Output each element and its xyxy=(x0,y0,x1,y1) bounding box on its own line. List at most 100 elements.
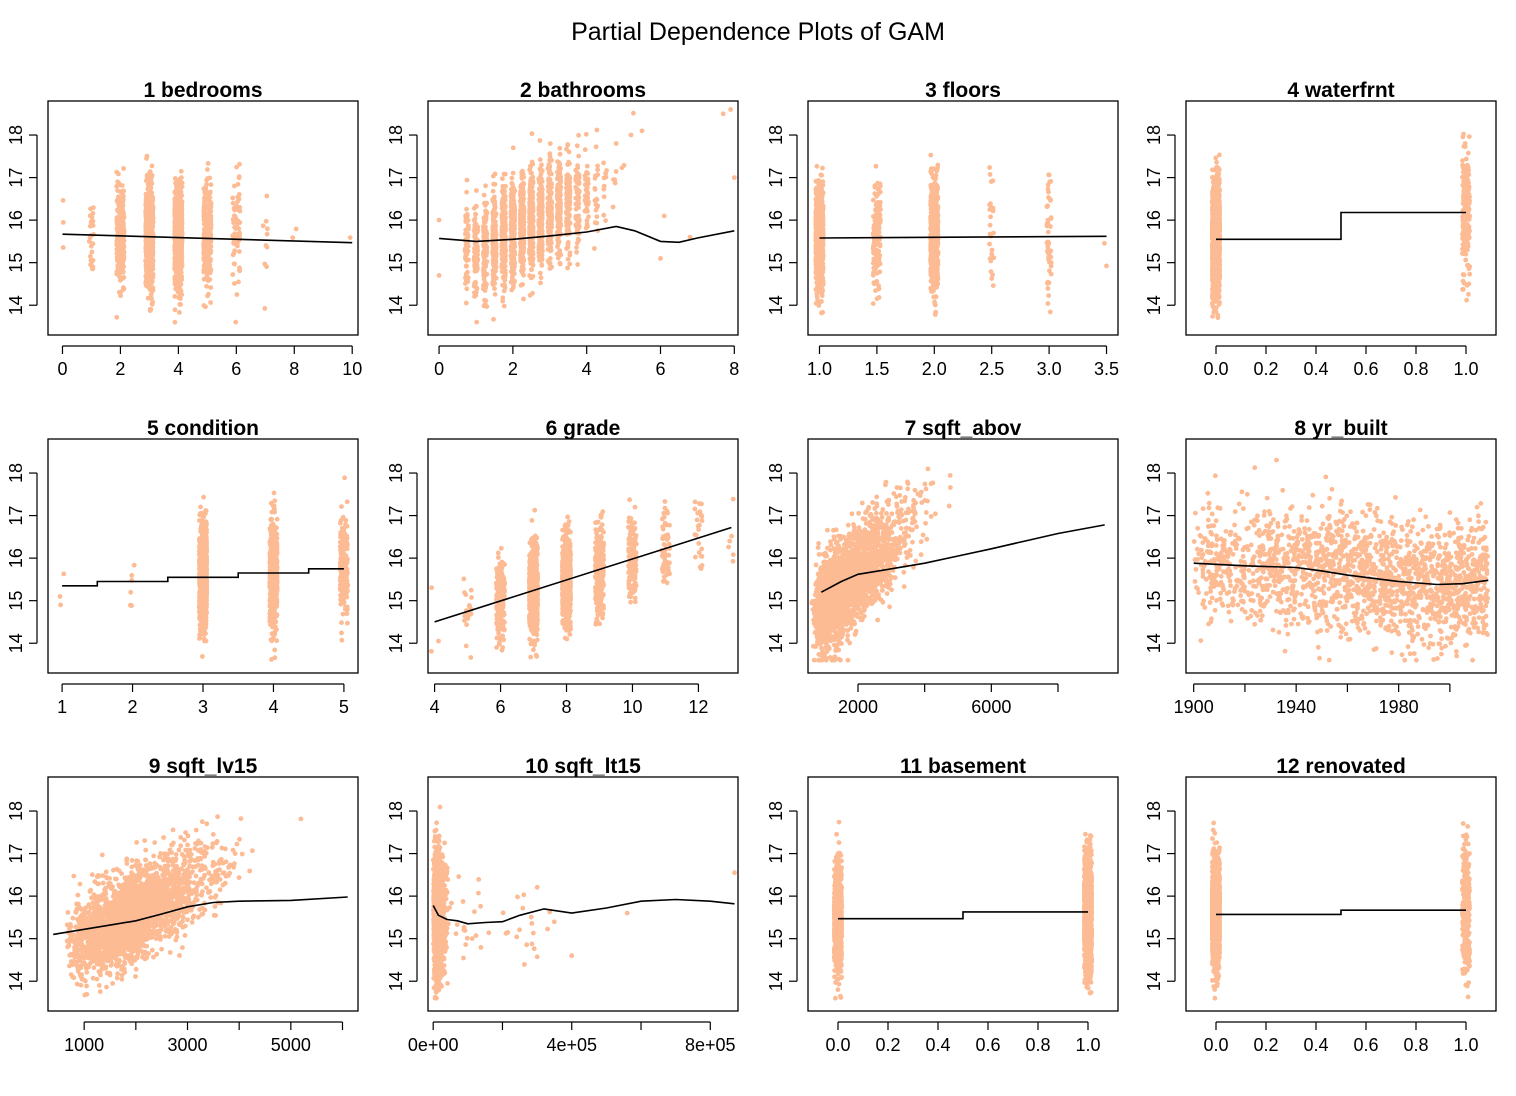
data-point xyxy=(611,177,616,182)
data-point xyxy=(481,261,486,266)
data-point xyxy=(202,249,207,254)
data-point xyxy=(202,229,207,234)
data-point xyxy=(576,195,581,200)
data-point xyxy=(546,223,551,228)
data-point xyxy=(566,257,571,262)
data-point xyxy=(521,221,526,226)
data-point xyxy=(175,282,180,287)
data-point xyxy=(149,292,154,297)
data-point xyxy=(629,133,634,138)
data-point xyxy=(510,260,515,265)
data-point xyxy=(483,183,488,188)
data-point xyxy=(204,284,209,289)
data-point xyxy=(205,190,210,195)
x-tick-label: 2 xyxy=(115,359,125,379)
data-point xyxy=(203,194,208,199)
data-point xyxy=(233,320,238,325)
data-point xyxy=(575,225,580,230)
data-point xyxy=(548,188,553,193)
data-point xyxy=(820,166,825,171)
data-point xyxy=(208,300,213,305)
data-point xyxy=(147,188,152,193)
data-point xyxy=(483,302,488,307)
x-axis: 0 2 4 6 8 10 xyxy=(57,346,362,379)
data-point xyxy=(264,264,269,269)
data-point xyxy=(119,198,124,203)
data-point xyxy=(148,169,153,174)
data-point xyxy=(577,181,582,186)
data-point xyxy=(232,281,237,286)
data-point xyxy=(177,277,182,282)
x-tick-label: 8 xyxy=(289,359,299,379)
data-point xyxy=(90,215,95,220)
data-point xyxy=(528,256,533,261)
data-point xyxy=(201,243,206,248)
data-point xyxy=(492,195,497,200)
data-point xyxy=(177,302,182,307)
data-point xyxy=(530,193,535,198)
x-tick-label: 0 xyxy=(57,359,67,379)
data-point xyxy=(501,275,506,280)
data-point xyxy=(265,194,270,199)
data-point xyxy=(500,224,505,229)
data-point xyxy=(594,208,599,213)
data-point xyxy=(474,222,479,227)
data-point xyxy=(528,182,533,187)
data-point xyxy=(511,213,516,218)
data-point xyxy=(464,301,469,306)
data-point xyxy=(265,226,270,231)
data-point xyxy=(463,249,468,254)
data-point xyxy=(538,226,543,231)
data-point xyxy=(473,212,478,217)
y-tick-label: 15 xyxy=(6,253,26,273)
data-point xyxy=(519,185,524,190)
data-point xyxy=(555,252,560,257)
data-point xyxy=(208,245,213,250)
data-point xyxy=(493,182,498,187)
data-point xyxy=(147,248,152,253)
data-point xyxy=(584,202,589,207)
data-point xyxy=(529,228,534,233)
data-point xyxy=(474,293,479,298)
data-point xyxy=(473,256,478,261)
data-point xyxy=(235,292,240,297)
data-point xyxy=(528,164,533,169)
data-point xyxy=(232,261,237,266)
data-point xyxy=(538,138,543,143)
data-point xyxy=(150,164,155,169)
data-point xyxy=(90,250,95,255)
data-point xyxy=(202,303,207,308)
y-tick-label: 16 xyxy=(6,210,26,230)
data-point xyxy=(583,193,588,198)
data-point xyxy=(566,243,571,248)
x-axis: 02468 xyxy=(434,346,739,379)
data-point xyxy=(473,216,478,221)
data-point xyxy=(540,168,545,173)
data-point xyxy=(173,320,178,325)
y-axis: 1415161718 xyxy=(6,125,37,315)
data-point xyxy=(481,270,486,275)
data-point xyxy=(575,171,580,176)
data-point xyxy=(519,258,524,263)
data-point xyxy=(500,233,505,238)
data-point xyxy=(176,295,181,300)
data-point xyxy=(556,256,561,261)
data-point xyxy=(491,317,496,322)
data-point xyxy=(491,174,496,179)
data-point xyxy=(115,217,120,222)
data-point xyxy=(721,111,726,116)
data-point xyxy=(474,320,479,325)
data-point xyxy=(472,284,477,289)
data-point xyxy=(464,190,469,195)
data-point xyxy=(602,176,607,181)
data-point xyxy=(116,181,121,186)
data-point xyxy=(231,252,236,257)
data-point xyxy=(437,218,442,223)
data-point xyxy=(491,223,496,228)
data-point xyxy=(575,262,580,267)
data-point xyxy=(601,187,606,192)
data-point xyxy=(557,171,562,176)
data-point xyxy=(567,184,572,189)
x-tick-label: 4 xyxy=(173,359,183,379)
